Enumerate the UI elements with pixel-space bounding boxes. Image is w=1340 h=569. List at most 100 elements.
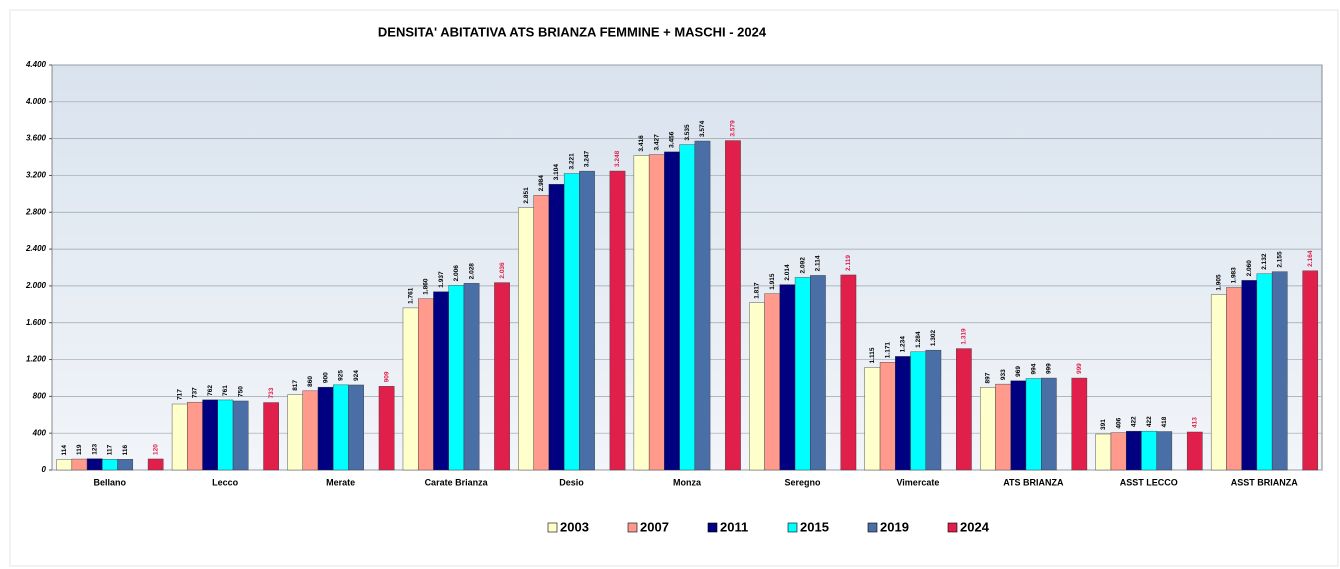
legend-label: 2015 bbox=[800, 519, 829, 534]
bar bbox=[895, 356, 911, 471]
value-label: 969 bbox=[1015, 366, 1022, 377]
value-label: 3.456 bbox=[669, 131, 676, 148]
bar bbox=[925, 349, 942, 471]
value-label: 2.155 bbox=[1276, 251, 1283, 268]
bar bbox=[1141, 430, 1157, 471]
legend-label: 2007 bbox=[640, 519, 669, 534]
chart-title: DENSITA' ABITATIVA ATS BRIANZA FEMMINE +… bbox=[378, 24, 767, 39]
bar bbox=[1041, 377, 1057, 471]
bar bbox=[840, 274, 857, 471]
bar bbox=[56, 459, 73, 471]
x-tick-label: ASST BRIANZA bbox=[1231, 477, 1298, 487]
y-tick-label: 1.600 bbox=[26, 318, 47, 327]
value-label: 1.302 bbox=[930, 330, 937, 347]
value-label: 717 bbox=[176, 389, 183, 400]
bar bbox=[664, 151, 680, 471]
bar bbox=[102, 459, 118, 471]
legend-swatch bbox=[707, 522, 718, 533]
value-label: 2.060 bbox=[1246, 260, 1253, 277]
bar bbox=[317, 386, 334, 471]
value-label: 123 bbox=[91, 443, 98, 454]
value-label: 3.247 bbox=[584, 150, 591, 167]
value-label: 117 bbox=[107, 444, 114, 455]
bar bbox=[533, 195, 550, 471]
bar bbox=[378, 386, 395, 471]
legend-swatch bbox=[947, 522, 958, 533]
value-label: 116 bbox=[122, 444, 129, 455]
bar bbox=[263, 402, 279, 471]
bar bbox=[1025, 378, 1042, 471]
legend-swatch bbox=[627, 522, 638, 533]
bar bbox=[71, 458, 88, 471]
value-label: 120 bbox=[152, 444, 159, 455]
bar bbox=[779, 284, 796, 471]
value-label: 2.132 bbox=[1261, 253, 1268, 270]
value-label: 114 bbox=[61, 445, 68, 456]
legend-label: 2003 bbox=[560, 519, 589, 534]
bar bbox=[1186, 431, 1203, 471]
value-label: 2.851 bbox=[523, 187, 530, 204]
x-tick-label: Monza bbox=[673, 477, 702, 487]
bar bbox=[694, 140, 711, 471]
value-label: 2.028 bbox=[468, 263, 475, 280]
value-label: 3.416 bbox=[638, 135, 645, 152]
y-tick-label: 0 bbox=[42, 465, 47, 474]
bar bbox=[348, 384, 364, 471]
value-label: 733 bbox=[268, 387, 275, 398]
x-tick-label: Seregno bbox=[784, 477, 821, 487]
value-label: 2.036 bbox=[499, 262, 506, 279]
bar bbox=[563, 173, 580, 471]
x-tick-label: Carate Brianza bbox=[425, 477, 489, 487]
bar bbox=[1226, 287, 1242, 471]
bar bbox=[879, 362, 896, 471]
bar bbox=[418, 298, 434, 471]
value-label: 924 bbox=[353, 370, 360, 381]
value-label: 1.284 bbox=[915, 331, 922, 348]
bar bbox=[1241, 280, 1258, 471]
value-label: 750 bbox=[237, 386, 244, 397]
bar bbox=[86, 458, 103, 471]
bar bbox=[1256, 273, 1273, 471]
x-tick-label: ATS BRIANZA bbox=[1003, 477, 1064, 487]
bar bbox=[171, 403, 188, 471]
value-label: 3.104 bbox=[553, 164, 560, 181]
value-label: 860 bbox=[307, 376, 314, 387]
bar bbox=[232, 400, 249, 471]
value-label: 897 bbox=[985, 372, 992, 383]
y-tick-label: 2.000 bbox=[25, 281, 47, 290]
value-label: 2.006 bbox=[453, 265, 460, 282]
bar bbox=[402, 307, 419, 471]
x-tick-label: ASST LECCO bbox=[1120, 477, 1178, 487]
y-tick-label: 3.200 bbox=[26, 171, 47, 180]
bar bbox=[202, 399, 218, 471]
bar bbox=[764, 293, 781, 471]
value-label: 999 bbox=[1046, 363, 1053, 374]
bar bbox=[1210, 294, 1227, 471]
bar bbox=[1271, 271, 1288, 471]
bar bbox=[794, 277, 811, 471]
bar bbox=[749, 302, 765, 471]
value-label: 2.114 bbox=[815, 255, 822, 271]
value-label: 1.983 bbox=[1231, 267, 1238, 284]
legend-label: 2011 bbox=[720, 519, 748, 534]
bar bbox=[1071, 377, 1088, 471]
value-label: 925 bbox=[338, 370, 345, 381]
value-label: 422 bbox=[1146, 416, 1153, 427]
value-label: 391 bbox=[1100, 419, 1107, 430]
x-tick-label: Vimercate bbox=[896, 477, 939, 487]
value-label: 2.014 bbox=[784, 264, 791, 281]
bar bbox=[117, 459, 134, 471]
value-label: 1.115 bbox=[869, 347, 876, 363]
bar bbox=[648, 154, 665, 471]
value-label: 1.171 bbox=[884, 342, 891, 359]
value-label: 1.905 bbox=[1216, 274, 1223, 291]
value-label: 3.535 bbox=[684, 124, 691, 141]
x-tick-label: Bellano bbox=[93, 477, 126, 487]
bar bbox=[448, 285, 465, 471]
bar bbox=[463, 283, 480, 471]
x-tick-label: Lecco bbox=[212, 477, 239, 487]
value-label: 2.092 bbox=[799, 257, 806, 274]
bar bbox=[287, 394, 303, 471]
bar bbox=[1125, 430, 1142, 471]
